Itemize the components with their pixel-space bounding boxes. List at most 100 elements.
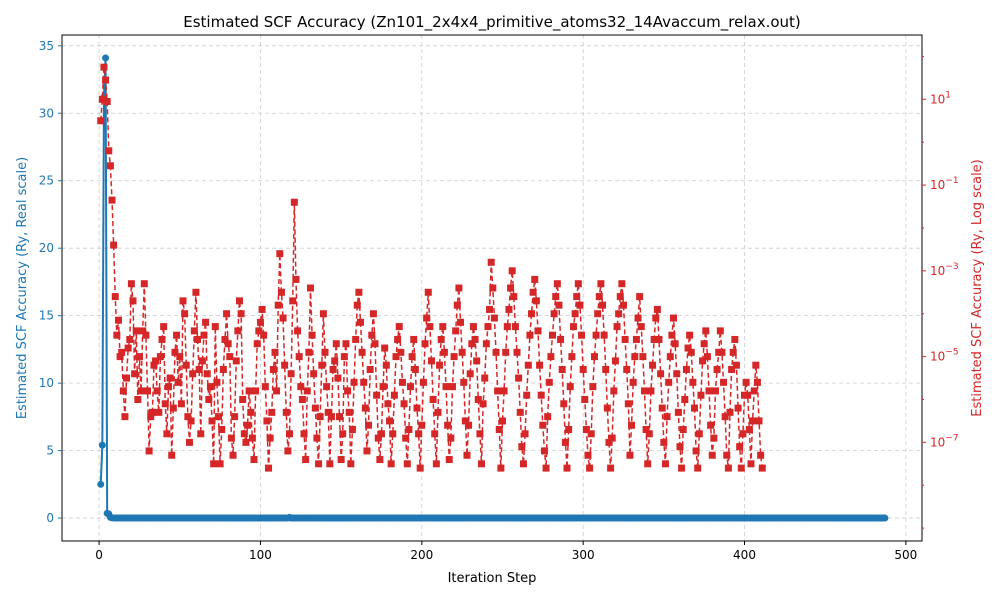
right-series-marker: [421, 340, 429, 348]
right-series-marker: [216, 460, 224, 468]
right-series-marker: [348, 426, 356, 434]
right-series-marker: [187, 417, 195, 425]
right-series-marker: [718, 348, 726, 356]
right-series-marker: [247, 408, 255, 416]
right-series-marker: [605, 438, 613, 446]
right-series-marker: [697, 391, 705, 399]
right-series-marker: [560, 400, 568, 408]
right-series-marker: [156, 353, 164, 361]
right-series-marker: [411, 365, 419, 373]
right-series-marker: [129, 297, 137, 305]
right-series-marker: [250, 456, 258, 464]
right-series-marker: [366, 365, 374, 373]
right-series-marker: [219, 365, 227, 373]
right-series-marker: [657, 370, 665, 378]
right-series-marker: [686, 331, 694, 339]
right-series-marker: [687, 348, 695, 356]
right-series-marker: [148, 408, 156, 416]
right-series-marker: [536, 361, 544, 369]
right-series-marker: [306, 284, 314, 292]
right-series-marker: [460, 378, 468, 386]
y-left-tick-label: 10: [39, 376, 54, 390]
right-series-marker: [502, 348, 510, 356]
series-right: [97, 63, 766, 472]
right-series-marker: [484, 323, 492, 331]
right-series-marker: [171, 348, 179, 356]
right-series-marker: [231, 413, 239, 421]
right-series-marker: [666, 353, 674, 361]
right-series-marker: [427, 357, 435, 365]
right-series-marker: [323, 383, 331, 391]
right-series-marker: [292, 275, 300, 283]
right-series-marker: [137, 387, 145, 395]
right-series-marker: [289, 297, 297, 305]
right-series-marker: [569, 323, 577, 331]
right-series-marker: [390, 391, 398, 399]
right-series-marker: [592, 331, 600, 339]
right-series-marker: [347, 460, 355, 468]
right-series-marker: [189, 370, 197, 378]
right-series-marker: [452, 327, 460, 335]
right-series-marker: [692, 447, 700, 455]
right-series-marker: [445, 456, 453, 464]
right-series-marker: [505, 305, 513, 313]
right-series-marker: [203, 370, 211, 378]
right-series-marker: [508, 267, 516, 275]
right-series-marker: [434, 408, 442, 416]
right-series-marker: [368, 331, 376, 339]
right-series-marker: [373, 391, 381, 399]
right-series-marker: [720, 378, 728, 386]
right-series-marker: [195, 365, 203, 373]
right-series-marker: [624, 400, 632, 408]
right-series-marker: [455, 284, 463, 292]
right-series-marker: [140, 280, 148, 288]
right-series-marker: [211, 323, 219, 331]
right-series-marker: [258, 305, 266, 313]
right-series-marker: [653, 305, 661, 313]
right-series-marker: [302, 456, 310, 464]
right-series-marker: [578, 331, 586, 339]
right-series-marker: [408, 353, 416, 361]
right-series-marker: [177, 400, 185, 408]
right-series-marker: [444, 421, 452, 429]
right-series-marker: [281, 361, 289, 369]
right-series-marker: [742, 378, 750, 386]
right-series-marker: [284, 447, 292, 455]
right-series-marker: [713, 365, 721, 373]
right-series-marker: [205, 395, 213, 403]
right-series-marker: [547, 353, 555, 361]
right-series-marker: [558, 365, 566, 373]
right-series-marker: [198, 357, 206, 365]
right-series-marker: [132, 327, 140, 335]
right-series-marker: [127, 280, 135, 288]
right-series-marker: [227, 434, 235, 442]
right-series-marker: [376, 456, 384, 464]
right-series-marker: [571, 310, 579, 318]
right-series-marker: [379, 383, 387, 391]
right-series-marker: [311, 404, 319, 412]
right-series-marker: [119, 387, 127, 395]
right-series-marker: [121, 413, 129, 421]
right-series-marker: [297, 383, 305, 391]
right-series-marker: [418, 421, 426, 429]
left-series-point: [97, 480, 105, 488]
right-series-marker: [545, 378, 553, 386]
right-series-marker: [252, 387, 260, 395]
right-series-marker: [600, 331, 608, 339]
right-series-marker: [263, 417, 271, 425]
right-series-marker: [642, 426, 650, 434]
right-series-marker: [450, 353, 458, 361]
right-series-marker: [213, 378, 221, 386]
right-series-marker: [135, 353, 143, 361]
right-series-marker: [371, 340, 379, 348]
left-axis-label: Estimated SCF Accuracy (Ry, Real scale): [15, 157, 30, 419]
right-series-marker: [431, 430, 439, 438]
right-series-marker: [660, 438, 668, 446]
right-series-marker: [153, 387, 161, 395]
y-right-tick-label: 101: [930, 90, 951, 106]
right-series-marker: [276, 250, 284, 258]
right-series-marker: [169, 404, 177, 412]
chart-title: Estimated SCF Accuracy (Zn101_2x4x4_prim…: [183, 13, 801, 32]
right-series-marker: [674, 408, 682, 416]
right-series-marker: [582, 426, 590, 434]
